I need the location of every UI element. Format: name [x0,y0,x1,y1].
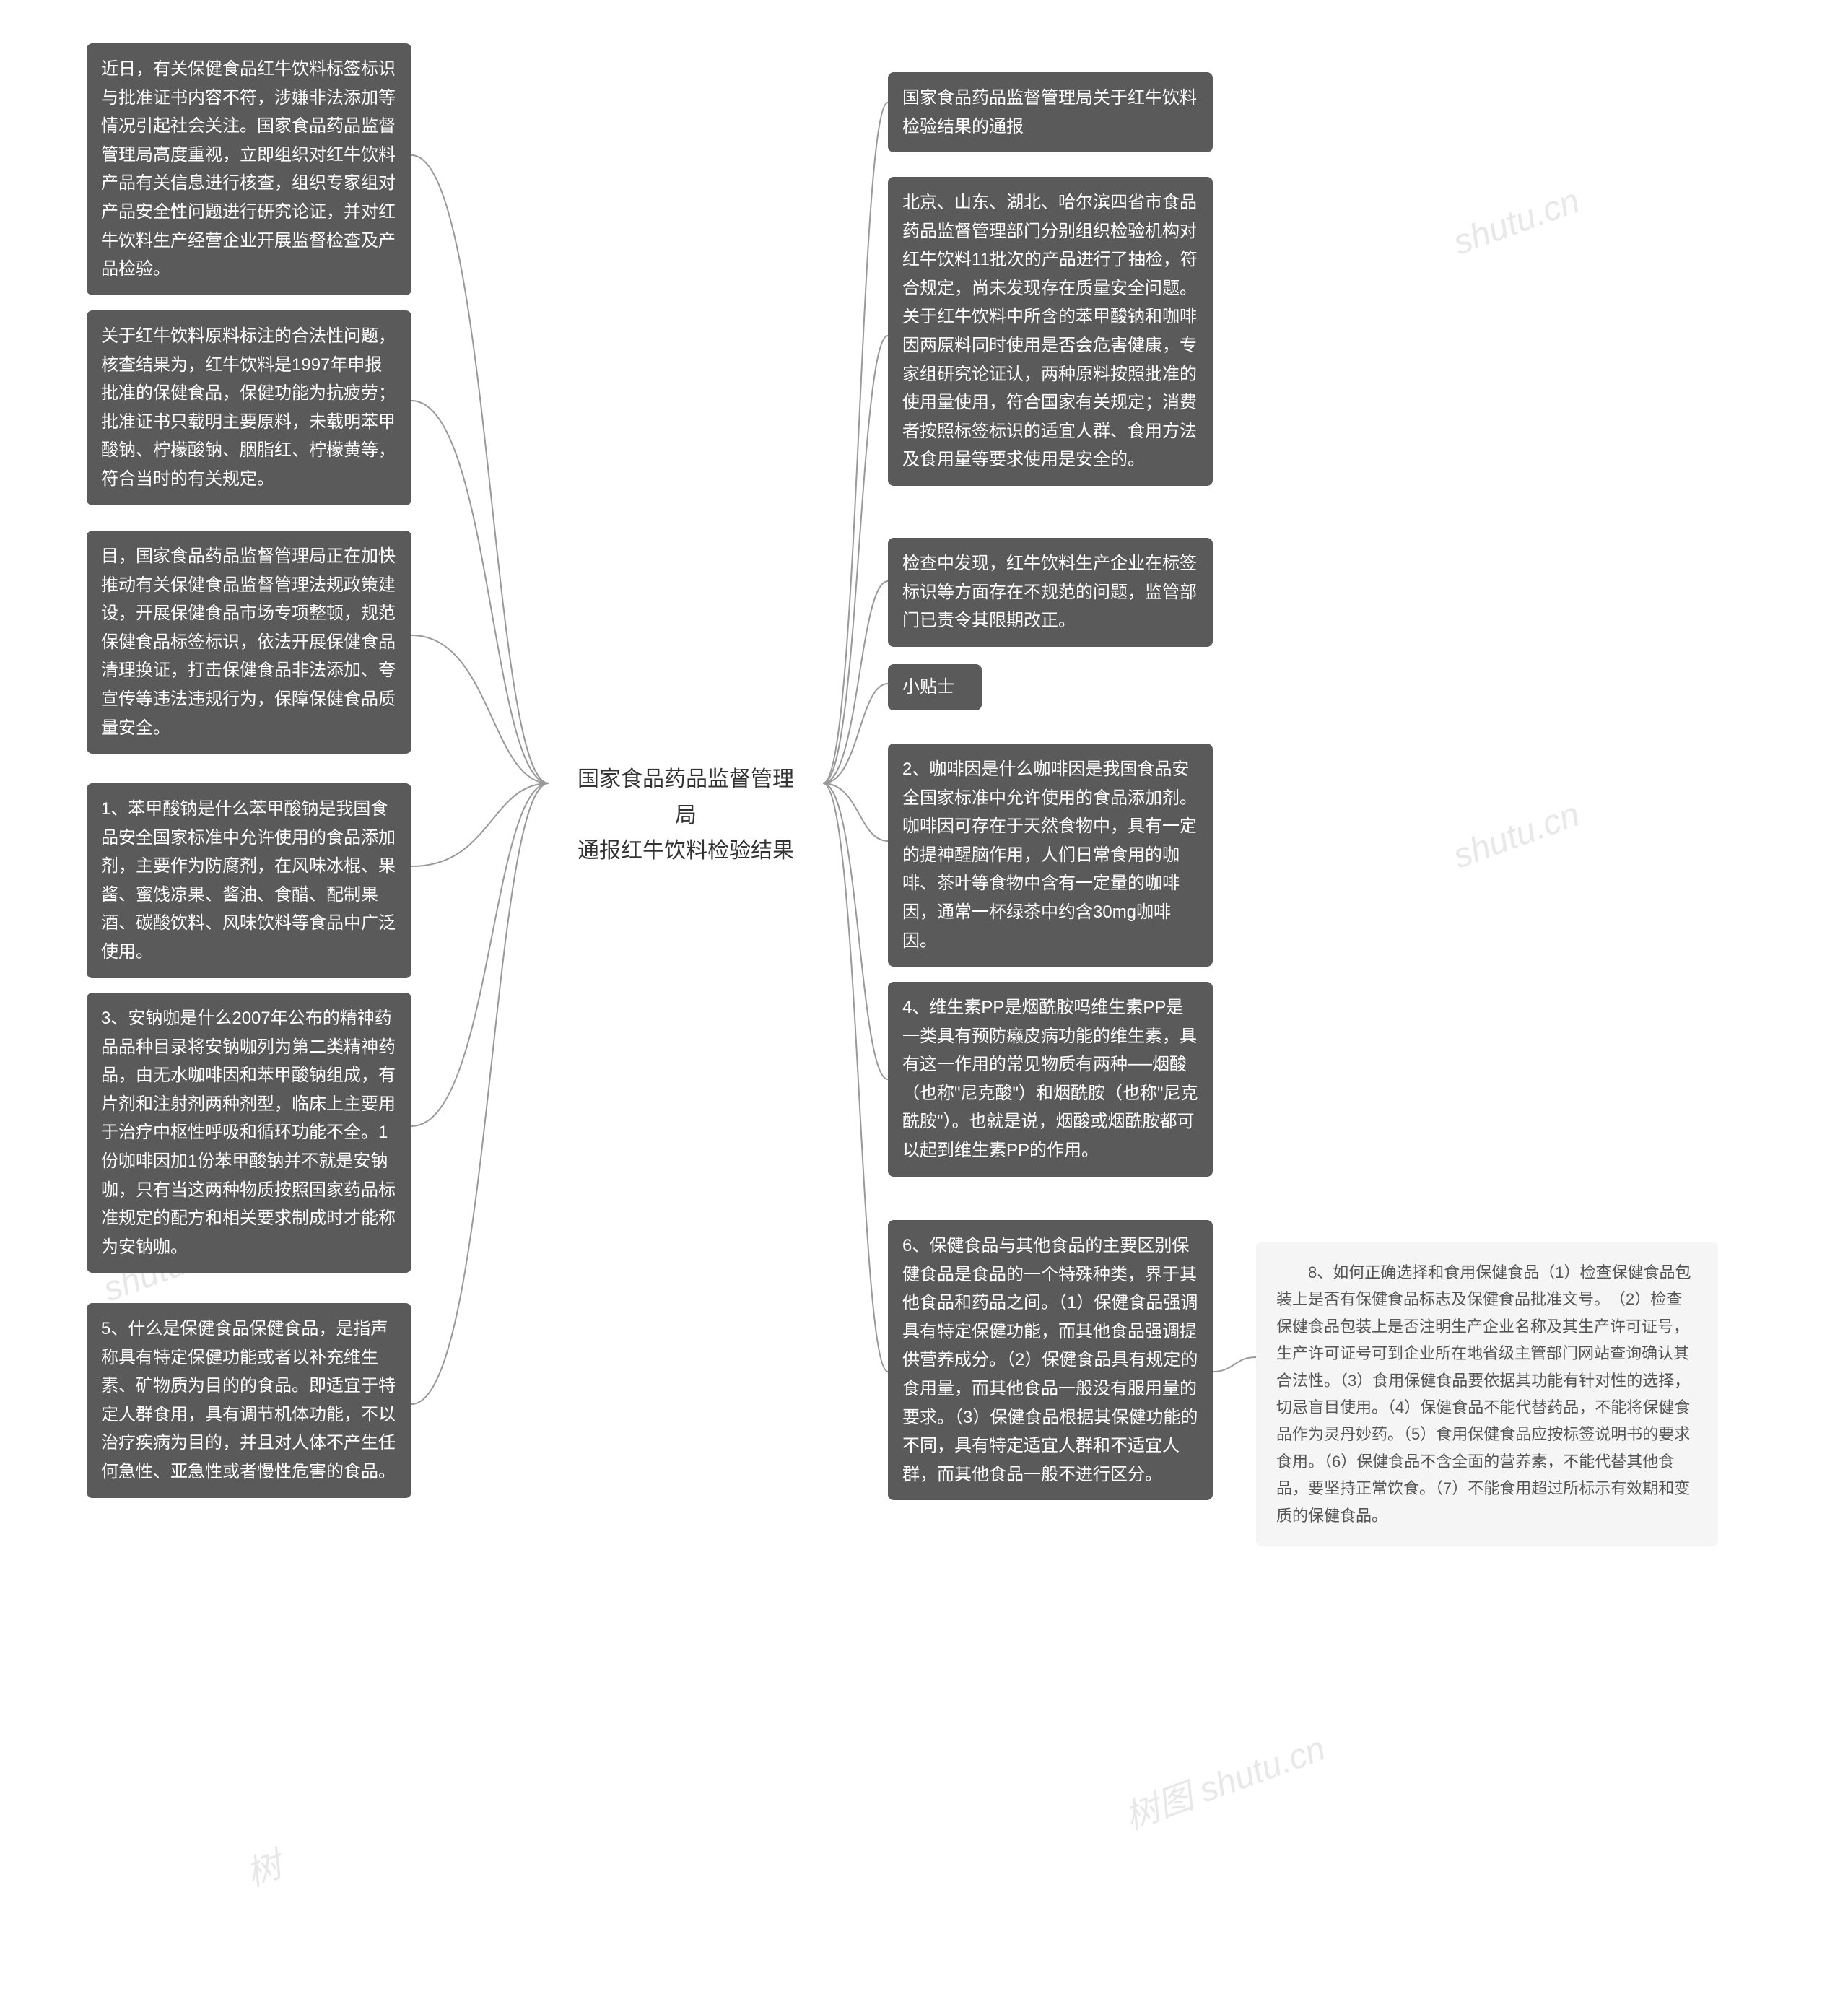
right-node-7-text: 6、保健食品与其他食品的主要区别保健食品是食品的一个特殊种类，界于其他食品和药品… [902,1236,1198,1484]
left-node-2: 关于红牛饮料原料标注的合法性问题，核查结果为，红牛饮料是1997年申报批准的保健… [87,310,411,505]
center-node: 国家食品药品监督管理局 通报红牛饮料检验结果 [549,747,823,884]
left-node-1-text: 近日，有关保健食品红牛饮料标签标识与批准证书内容不符，涉嫌非法添加等情况引起社会… [101,59,396,279]
right-node-2-text: 北京、山东、湖北、哈尔滨四省市食品药品监督管理部门分别组织检验机构对红牛饮料11… [902,193,1198,469]
note-node: 8、如何正确选择和食用保健食品（1）检查保健食品包装上是否有保健食品标志及保健食… [1256,1242,1718,1546]
right-node-tip: 小贴士 [888,664,982,710]
left-node-2-text: 关于红牛饮料原料标注的合法性问题，核查结果为，红牛饮料是1997年申报批准的保健… [101,326,396,489]
right-node-tip-text: 小贴士 [902,677,954,697]
left-node-3: 目，国家食品药品监督管理局正在加快推动有关保健食品监督管理法规政策建设，开展保健… [87,531,411,754]
right-node-7: 6、保健食品与其他食品的主要区别保健食品是食品的一个特殊种类，界于其他食品和药品… [888,1220,1213,1500]
center-title-line2: 通报红牛饮料检验结果 [578,839,794,863]
right-node-1: 国家食品药品监督管理局关于红牛饮料检验结果的通报 [888,72,1213,152]
watermark: 树 [237,1837,287,1896]
right-node-1-text: 国家食品药品监督管理局关于红牛饮料检验结果的通报 [902,88,1197,136]
left-node-3-text: 目，国家食品药品监督管理局正在加快推动有关保健食品监督管理法规政策建设，开展保健… [101,546,396,738]
left-node-6-text: 5、什么是保健食品保健食品，是指声称具有特定保健功能或者以补充维生素、矿物质为目… [101,1319,396,1481]
watermark: shutu.cn [1448,795,1585,877]
left-node-4-text: 1、苯甲酸钠是什么苯甲酸钠是我国食品安全国家标准中允许使用的食品添加剂，主要作为… [101,799,396,962]
right-node-5-text: 2、咖啡因是什么咖啡因是我国食品安全国家标准中允许使用的食品添加剂。咖啡因可存在… [902,759,1197,951]
right-node-6-text: 4、维生素PP是烟酰胺吗维生素PP是一类具有预防癞皮病功能的维生素，具有这一作用… [902,998,1198,1160]
left-node-4: 1、苯甲酸钠是什么苯甲酸钠是我国食品安全国家标准中允许使用的食品添加剂，主要作为… [87,783,411,978]
right-node-3: 检查中发现，红牛饮料生产企业在标签标识等方面存在不规范的问题，监管部门已责令其限… [888,538,1213,647]
left-node-6: 5、什么是保健食品保健食品，是指声称具有特定保健功能或者以补充维生素、矿物质为目… [87,1303,411,1498]
right-node-2: 北京、山东、湖北、哈尔滨四省市食品药品监督管理部门分别组织检验机构对红牛饮料11… [888,177,1213,486]
watermark: shutu.cn [1448,181,1585,264]
watermark: 树图 shutu.cn [1117,1720,1331,1839]
left-node-5: 3、安钠咖是什么2007年公布的精神药品品种目录将安钠咖列为第二类精神药品，由无… [87,993,411,1273]
left-node-1: 近日，有关保健食品红牛饮料标签标识与批准证书内容不符，涉嫌非法添加等情况引起社会… [87,43,411,295]
left-node-5-text: 3、安钠咖是什么2007年公布的精神药品品种目录将安钠咖列为第二类精神药品，由无… [101,1009,396,1257]
note-text: 8、如何正确选择和食用保健食品（1）检查保健食品包装上是否有保健食品标志及保健食… [1276,1263,1691,1525]
right-node-3-text: 检查中发现，红牛饮料生产企业在标签标识等方面存在不规范的问题，监管部门已责令其限… [902,554,1197,630]
right-node-6: 4、维生素PP是烟酰胺吗维生素PP是一类具有预防癞皮病功能的维生素，具有这一作用… [888,982,1213,1177]
right-node-5: 2、咖啡因是什么咖啡因是我国食品安全国家标准中允许使用的食品添加剂。咖啡因可存在… [888,744,1213,967]
center-title-line1: 国家食品药品监督管理局 [578,767,794,827]
